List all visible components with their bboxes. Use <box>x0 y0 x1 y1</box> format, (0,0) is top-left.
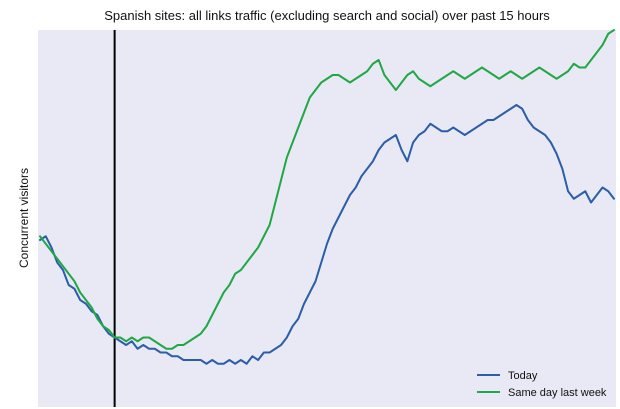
series-line-today <box>39 104 615 365</box>
chart-title: Spanish sites: all links traffic (exclud… <box>104 8 550 23</box>
legend-label-today: Today <box>508 370 538 382</box>
plot-area <box>38 30 616 407</box>
legend-label-same-day-last-week: Same day last week <box>508 387 607 399</box>
series-line-same-day-last-week <box>39 29 615 350</box>
legend: Today Same day last week <box>477 370 607 399</box>
series-layer <box>39 29 615 365</box>
